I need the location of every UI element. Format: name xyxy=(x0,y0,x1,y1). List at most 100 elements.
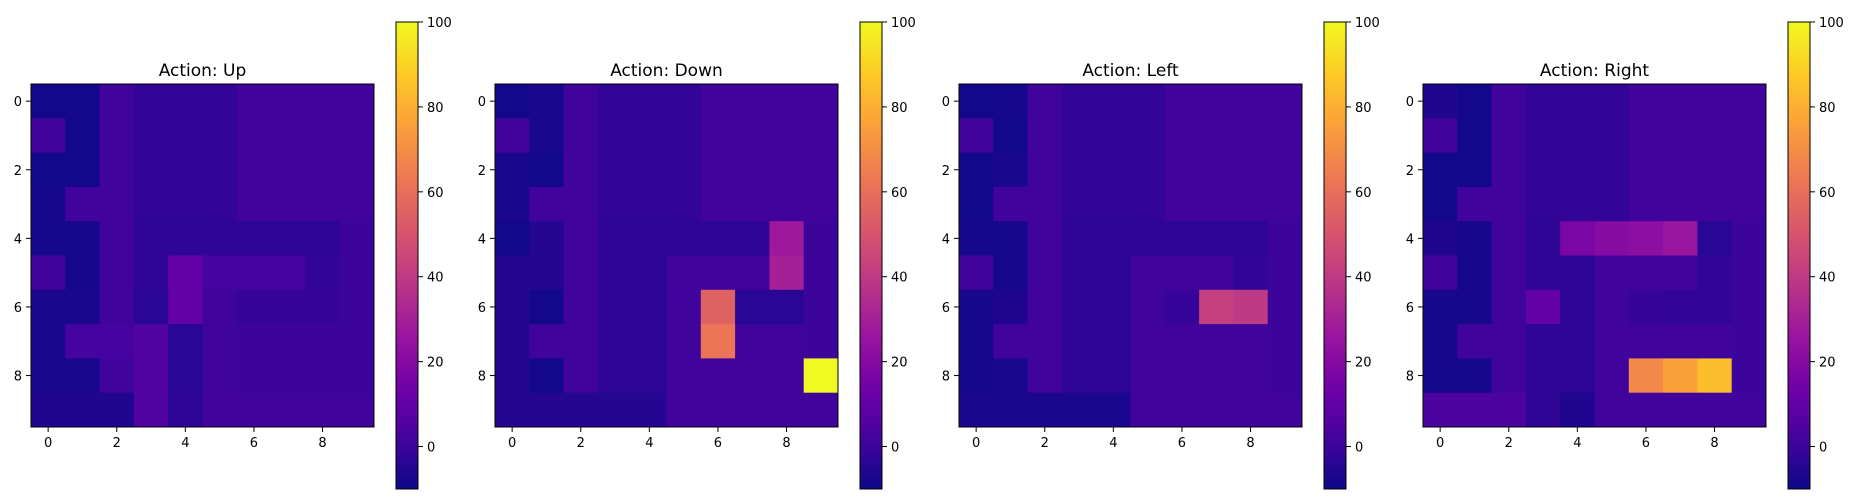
heatmap-cell xyxy=(1457,358,1492,394)
heatmap-cell xyxy=(31,152,66,188)
heatmap-cell xyxy=(339,324,375,359)
heatmap-cell xyxy=(1731,289,1767,325)
colorbar-tick-label: 80 xyxy=(427,101,444,116)
x-tick-label: 6 xyxy=(1178,436,1186,451)
heatmap-cell xyxy=(563,392,599,428)
colorbar-tick-label: 60 xyxy=(1819,186,1836,201)
heatmap-cell xyxy=(31,221,66,256)
heatmap-cell xyxy=(202,84,238,119)
heatmap-cell xyxy=(1423,84,1458,119)
heatmap-cell xyxy=(735,324,770,359)
heatmap-cell xyxy=(339,221,375,256)
heatmap-cell xyxy=(1491,186,1527,222)
heatmap-cell xyxy=(632,324,667,359)
heatmap-cell xyxy=(1560,289,1595,325)
heatmap-cell xyxy=(803,152,839,188)
heatmap-cell xyxy=(99,392,135,428)
colorbar-tick-label: 60 xyxy=(427,186,444,201)
colorbar xyxy=(395,21,419,490)
heatmap-cell xyxy=(1663,84,1698,119)
heatmap-cell xyxy=(1697,289,1733,325)
heatmap-cell xyxy=(236,324,272,359)
heatmap-cell xyxy=(529,289,564,325)
heatmap-frame xyxy=(30,83,375,428)
heatmap-cell xyxy=(1491,84,1527,119)
heatmap-cell xyxy=(1096,118,1131,153)
heatmap-cell xyxy=(31,392,66,428)
heatmap-cell xyxy=(1267,392,1303,428)
heatmap-cell xyxy=(959,84,994,119)
heatmap-cell xyxy=(1628,255,1664,291)
heatmap-cell xyxy=(1697,255,1733,291)
heatmap-cell xyxy=(666,186,702,222)
heatmap-cell xyxy=(666,118,702,153)
heatmap-cell xyxy=(1061,152,1097,188)
y-tick-label: 8 xyxy=(1406,370,1414,385)
heatmap-cell xyxy=(769,118,805,153)
heatmap-cell xyxy=(597,392,633,428)
heatmap-cell xyxy=(666,152,702,188)
heatmap-cell xyxy=(1697,392,1733,428)
heatmap-cell xyxy=(1199,84,1234,119)
heatmap-cell xyxy=(700,152,736,188)
heatmap-cell xyxy=(1199,358,1234,394)
heatmap-cell xyxy=(597,118,633,153)
heatmap-cell xyxy=(735,84,770,119)
heatmap-cell xyxy=(1594,324,1630,359)
x-tick-label: 4 xyxy=(645,436,653,451)
x-tick-label: 0 xyxy=(44,436,52,451)
heatmap-cell xyxy=(31,84,66,119)
heatmap-cell xyxy=(65,84,100,119)
heatmap-cell xyxy=(1525,186,1561,222)
heatmap-cell xyxy=(959,289,994,325)
heatmap-cell xyxy=(563,358,599,394)
heatmap-cell xyxy=(1423,221,1458,256)
heatmap-cell xyxy=(735,289,770,325)
colorbar-tick-label: 0 xyxy=(891,441,899,456)
heatmap-cell xyxy=(1560,118,1595,153)
colorbar xyxy=(859,21,883,490)
heatmap-cell xyxy=(959,324,994,359)
y-tick-label: 0 xyxy=(14,95,22,110)
heatmap-cell xyxy=(632,289,667,325)
heatmap-cell xyxy=(339,84,375,119)
heatmap-cell xyxy=(1663,118,1698,153)
heatmap-cell xyxy=(271,152,306,188)
x-tick-label: 8 xyxy=(1246,436,1254,451)
heatmap-cell xyxy=(1027,289,1063,325)
heatmap-cell xyxy=(271,255,306,291)
heatmap-cell xyxy=(339,358,375,394)
heatmap-cell xyxy=(1423,358,1458,394)
x-tick-label: 6 xyxy=(714,436,722,451)
heatmap-cell xyxy=(700,118,736,153)
heatmap-cell xyxy=(1457,221,1492,256)
heatmap-cell xyxy=(735,392,770,428)
heatmap-cell xyxy=(1594,392,1630,428)
heatmap-cell xyxy=(168,358,203,394)
heatmap-cell xyxy=(1628,392,1664,428)
heatmap-cell xyxy=(959,186,994,222)
heatmap-cell xyxy=(1663,289,1698,325)
y-tick-label: 0 xyxy=(942,95,950,110)
x-tick-label: 2 xyxy=(113,436,121,451)
heatmap-cell xyxy=(1663,186,1698,222)
heatmap-cell xyxy=(632,118,667,153)
heatmap-cell xyxy=(1233,186,1269,222)
heatmap-cell xyxy=(959,118,994,153)
heatmap-cell xyxy=(133,255,169,291)
heatmap-cell xyxy=(99,221,135,256)
heatmap-cell xyxy=(1164,392,1200,428)
heatmap-cell xyxy=(1731,358,1767,394)
heatmap-cell xyxy=(1423,289,1458,325)
heatmap-cell xyxy=(666,255,702,291)
heatmap-cell xyxy=(993,324,1028,359)
heatmap-cell xyxy=(1164,118,1200,153)
heatmap-cell xyxy=(563,186,599,222)
heatmap-cell xyxy=(1267,186,1303,222)
heatmap-cell xyxy=(1027,392,1063,428)
heatmap-cell xyxy=(133,289,169,325)
heatmap-cell xyxy=(529,152,564,188)
heatmap-cell xyxy=(993,84,1028,119)
x-tick-label: 0 xyxy=(1436,436,1444,451)
heatmap-cell xyxy=(133,221,169,256)
